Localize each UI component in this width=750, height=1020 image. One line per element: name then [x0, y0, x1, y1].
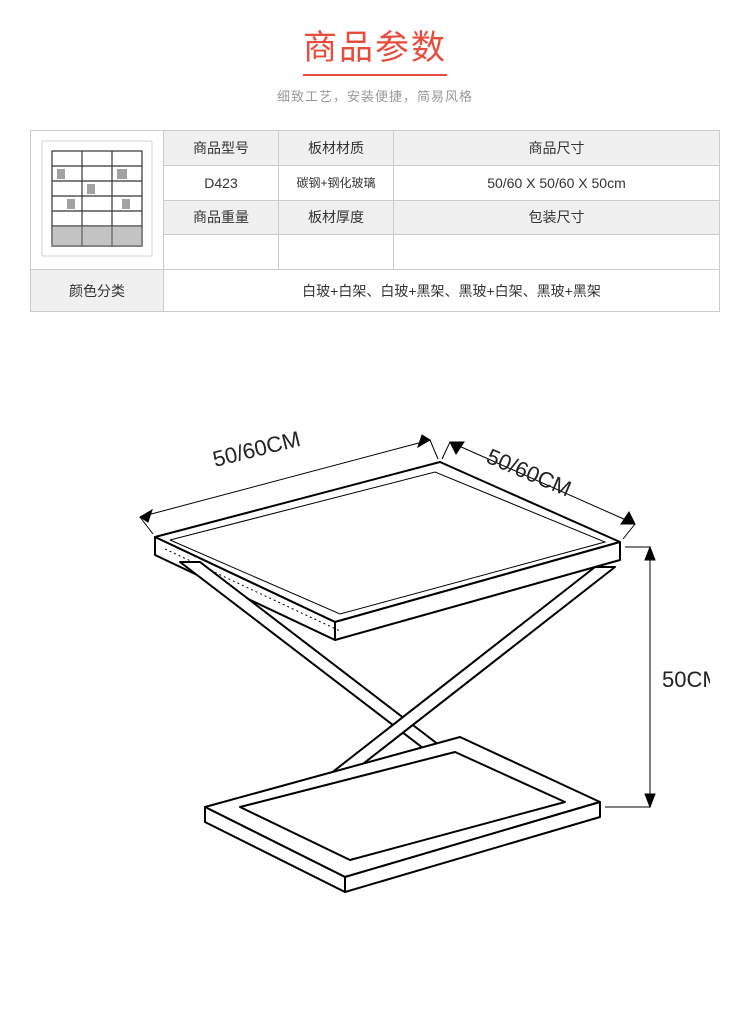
page-subtitle: 细致工艺，安装便捷，简易风格	[0, 86, 750, 105]
page-title: 商品参数	[303, 20, 447, 76]
spec-value: 50/60 X 50/60 X 50cm	[394, 165, 720, 200]
spec-header: 商品型号	[164, 131, 279, 166]
spec-header: 商品重量	[164, 200, 279, 235]
table-dimension-diagram: 50/60CM 50/60CM 50CM	[40, 362, 710, 922]
spec-value: 碳钢+钢化玻璃	[279, 165, 394, 200]
product-thumb-cell	[31, 131, 164, 270]
spec-header: 板材厚度	[279, 200, 394, 235]
shelf-sketch-icon	[37, 136, 157, 261]
spec-table: 商品型号 板材材质 商品尺寸 D423 碳钢+钢化玻璃 50/60 X 50/6…	[30, 130, 720, 312]
spec-section: 商品型号 板材材质 商品尺寸 D423 碳钢+钢化玻璃 50/60 X 50/6…	[0, 130, 750, 312]
spec-header: 包装尺寸	[394, 200, 720, 235]
header-section: 商品参数 细致工艺，安装便捷，简易风格	[0, 0, 750, 120]
spec-value	[394, 235, 720, 270]
dim-height-label: 50CM	[662, 667, 710, 692]
color-label: 颜色分类	[31, 270, 164, 312]
dim-depth-label: 50/60CM	[210, 426, 303, 472]
spec-value	[279, 235, 394, 270]
spec-header: 商品尺寸	[394, 131, 720, 166]
spec-header-row-1: 商品型号 板材材质 商品尺寸	[31, 131, 720, 166]
color-value: 白玻+白架、白玻+黑架、黑玻+白架、黑玻+黑架	[164, 270, 720, 312]
color-row: 颜色分类 白玻+白架、白玻+黑架、黑玻+白架、黑玻+黑架	[31, 270, 720, 312]
spec-value	[164, 235, 279, 270]
diagram-section: 50/60CM 50/60CM 50CM	[0, 312, 750, 942]
spec-value: D423	[164, 165, 279, 200]
spec-header: 板材材质	[279, 131, 394, 166]
